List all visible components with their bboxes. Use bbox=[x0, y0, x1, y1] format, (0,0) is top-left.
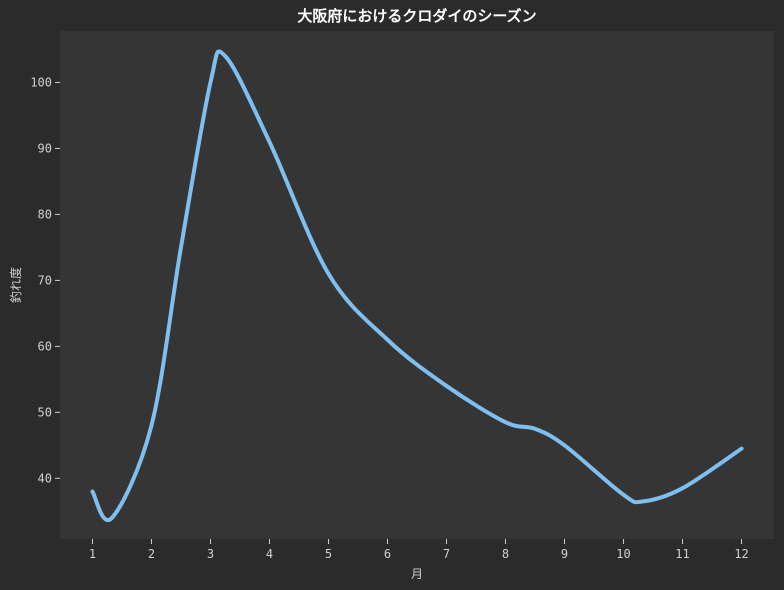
y-tick-label: 100 bbox=[30, 75, 52, 89]
x-axis-ticks: 1 2 3 4 5 6 7 8 9 10 11 12 bbox=[89, 539, 749, 561]
y-tick-label: 60 bbox=[38, 339, 52, 353]
y-axis-label: 釣れ度 bbox=[8, 267, 23, 303]
y-tick-label: 90 bbox=[38, 141, 52, 155]
x-tick-label: 7 bbox=[443, 547, 450, 561]
series-line bbox=[90, 49, 744, 523]
y-tick-label: 80 bbox=[38, 207, 52, 221]
y-axis-ticks: 40 50 60 70 80 90 100 bbox=[30, 75, 60, 485]
chart-title: 大阪府におけるクロダイのシーズン bbox=[297, 7, 536, 25]
x-tick-label: 6 bbox=[384, 547, 391, 561]
x-axis-label: 月 bbox=[411, 567, 423, 581]
x-tick-label: 8 bbox=[502, 547, 509, 561]
x-tick-label: 9 bbox=[561, 547, 568, 561]
x-tick-label: 3 bbox=[207, 547, 214, 561]
plot-area bbox=[60, 31, 774, 539]
x-tick-label: 4 bbox=[266, 547, 273, 561]
x-tick-label: 10 bbox=[616, 547, 630, 561]
y-tick-label: 50 bbox=[38, 405, 52, 419]
y-tick-label: 40 bbox=[38, 471, 52, 485]
y-tick-label: 70 bbox=[38, 273, 52, 287]
x-tick-label: 1 bbox=[89, 547, 96, 561]
x-tick-label: 5 bbox=[325, 547, 332, 561]
x-tick-label: 11 bbox=[675, 547, 689, 561]
x-tick-label: 2 bbox=[148, 547, 155, 561]
x-tick-label: 12 bbox=[734, 547, 748, 561]
